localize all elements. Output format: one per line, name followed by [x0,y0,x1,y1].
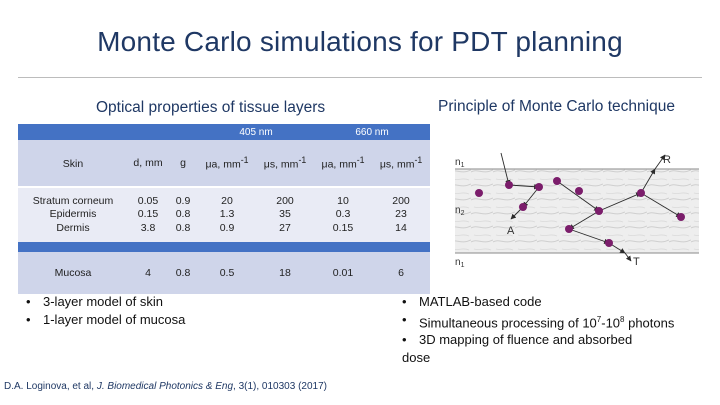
header-mus-660: μs, mm-1 [372,140,431,186]
table-row-mucosa: Mucosa 4 0.8 0.5 18 0.01 6 [18,252,431,294]
title-divider [18,77,702,78]
header-mus-405: μs, mm-1 [256,140,315,186]
refractive-index-n1-top: n1 [455,157,465,169]
header-mua-660: μa, mm-1 [314,140,373,186]
list-item-continuation: dose [402,349,431,365]
skin-mua-405-values: 20 1.3 0.9 [198,188,256,242]
label-transmittance: T [633,256,640,268]
photon-paths [500,152,682,262]
skin-thickness-values: 0.05 0.15 3.8 [128,188,168,242]
label-reflectance: R [663,154,671,166]
skin-mus-405-values: 200 35 27 [256,188,315,242]
mucosa-mua-660: 0.01 [314,252,373,294]
table-row-skin-layers: Stratum corneum Epidermis Dermis 0.05 0.15 3… [18,188,431,242]
left-bullet-list: • 3-layer model of skin • 1-layer model of… [26,293,185,328]
list-item: • 3D mapping of fluence and absorbed [402,332,633,348]
mucosa-mus-660: 6 [372,252,431,294]
slide-title: Monte Carlo simulations for PDT planning [97,26,623,57]
table-divider-band [18,242,431,252]
refractive-index-n2: n2 [455,205,465,217]
mucosa-mus-405: 18 [256,252,315,294]
list-item: • MATLAB-based code [402,294,542,309]
skin-mua-660-values: 10 0.3 0.15 [314,188,373,242]
group-405nm: 405 nm [198,124,315,140]
group-spacer [18,124,198,140]
wavelength-group-row: 405 nm 660 nm [18,124,431,140]
monte-carlo-diagram: n1 n2 n1 R A T [455,152,699,269]
header-anisotropy: g [168,140,198,186]
label-absorbance: A [507,225,515,237]
optical-properties-table: 405 nm 660 nm Skin d, mm g μa, mm-1 μs, … [18,124,431,294]
skin-layer-labels: Stratum corneum Epidermis Dermis [18,188,128,242]
list-item: • 1-layer model of mucosa [26,311,186,327]
skin-mus-660-values: 200 23 14 [372,188,431,242]
list-item: • Simultaneous processing of 107-108 phot… [402,311,675,330]
header-thickness: d, mm [128,140,168,186]
mucosa-thickness: 4 [128,252,168,294]
monte-carlo-principle-heading: Principle of Monte Carlo technique [438,98,675,115]
photon-interaction-points [475,177,685,247]
header-mua-405: μa, mm-1 [198,140,256,186]
mucosa-label: Mucosa [18,252,128,294]
citation: D.A. Loginova, et al, J. Biomedical Phot… [4,381,327,392]
optical-properties-heading: Optical properties of tissue layers [96,99,326,116]
group-660nm: 660 nm [314,124,431,140]
mucosa-mua-405: 0.5 [198,252,256,294]
table-header-row: Skin d, mm g μa, mm-1 μs, mm-1 μa, mm-1 … [18,140,431,186]
tissue-slab [455,169,699,253]
mucosa-anisotropy: 0.8 [168,252,198,294]
header-skin: Skin [18,140,128,186]
list-item: • 3-layer model of skin [26,294,163,309]
refractive-index-n1-bottom: n1 [455,257,465,269]
right-bullet-list: • MATLAB-based code • Simultaneous process… [402,293,718,366]
skin-anisotropy-values: 0.9 0.8 0.8 [168,188,198,242]
